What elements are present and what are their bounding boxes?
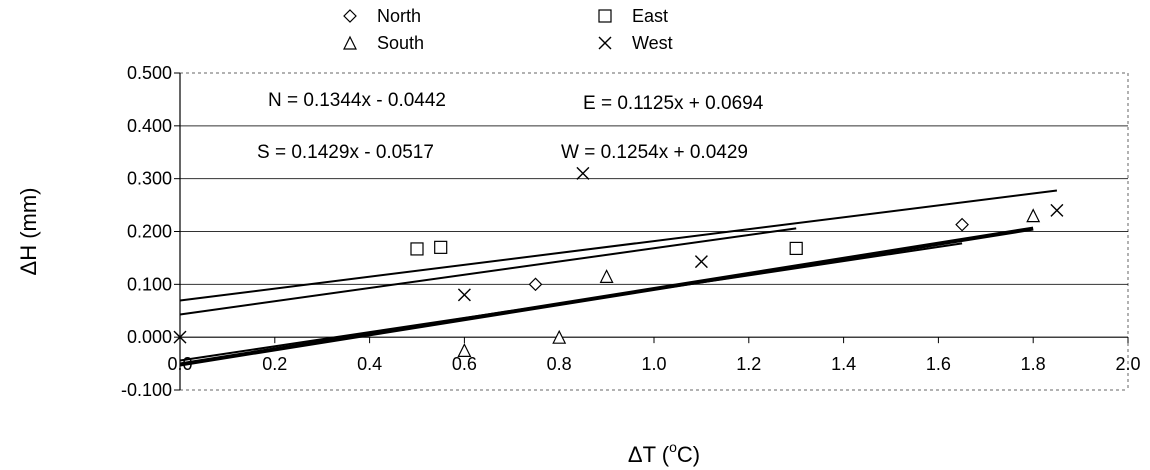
- point-east: [789, 241, 803, 256]
- legend-label-north: North: [377, 6, 421, 26]
- point-south: [552, 329, 567, 344]
- legend-item-west: West: [598, 33, 673, 53]
- y-tick-label: 0.300: [127, 169, 172, 189]
- point-north: [955, 217, 969, 232]
- legend: North East South West: [343, 6, 673, 53]
- equation-label: S = 0.1429x - 0.0517: [257, 142, 434, 163]
- x-tick-label: 1.8: [1021, 354, 1046, 374]
- point-south: [1026, 208, 1041, 223]
- trend-lines: [179, 189, 1058, 367]
- point-west-stroke-b: [694, 255, 708, 269]
- x-axis-title-base: ΔT (: [628, 442, 670, 467]
- point-west: [173, 330, 187, 344]
- point-west: [1050, 203, 1064, 217]
- gridlines: [180, 72, 1129, 391]
- equation-label: N = 0.1344x - 0.0442: [268, 90, 446, 111]
- x-tick-label: 0.2: [262, 354, 287, 374]
- point-west-stroke-b: [576, 166, 590, 180]
- equation-label: E = 0.1125x + 0.0694: [583, 93, 764, 114]
- x-axis-title-superscript: o: [669, 439, 677, 455]
- legend-marker-south: [343, 35, 357, 50]
- point-west-stroke-b: [173, 330, 187, 344]
- point-west-stroke-b: [457, 288, 471, 302]
- x-tick-label: 0.4: [357, 354, 382, 374]
- y-axis-title: ΔH (mm): [16, 188, 41, 276]
- legend-marker-north: [343, 9, 357, 23]
- legend-marker-west-stroke-b: [598, 36, 612, 50]
- legend-item-south: South: [343, 33, 424, 53]
- point-south: [599, 269, 614, 284]
- point-east: [410, 242, 424, 256]
- point-north: [528, 277, 543, 292]
- y-tick-label: 0.500: [127, 63, 172, 83]
- trend-line-east: [179, 189, 1058, 302]
- point-east: [434, 240, 448, 254]
- x-tick-label: 1.2: [736, 354, 761, 374]
- x-tick-label: 1.4: [831, 354, 856, 374]
- legend-item-north: North: [343, 6, 421, 26]
- legend-label-west: West: [632, 33, 673, 53]
- trend-line-west: [179, 227, 797, 316]
- x-axis-title-tail: C): [677, 442, 700, 467]
- legend-marker-west: [598, 36, 612, 50]
- y-tick-label: -0.100: [121, 380, 172, 400]
- trend-line-south: [179, 226, 1034, 367]
- x-tick-label: 1.6: [926, 354, 951, 374]
- point-west: [457, 288, 471, 302]
- x-axis-title: ΔT (oC): [628, 439, 700, 467]
- data-points: [173, 166, 1064, 357]
- point-west: [694, 255, 708, 269]
- point-west-stroke-b: [1050, 203, 1064, 217]
- equation-annotations: N = 0.1344x - 0.0442 E = 0.1125x + 0.0694…: [257, 90, 764, 163]
- x-tick-label: 0.6: [452, 354, 477, 374]
- legend-label-south: South: [377, 33, 424, 53]
- point-south: [457, 343, 472, 357]
- y-tick-label: 0.200: [127, 222, 172, 242]
- legend-item-east: East: [598, 6, 668, 26]
- x-tick-label: 1.0: [641, 354, 666, 374]
- legend-marker-east: [598, 9, 612, 23]
- equation-label: W = 0.1254x + 0.0429: [561, 142, 748, 163]
- x-tick-labels: 0.0 0.2 0.4 0.6 0.8 1.0 1.2 1.4 1.6 1.8 2.0: [167, 354, 1140, 374]
- y-tick-label: 0.100: [127, 274, 172, 294]
- y-tick-labels: 0.500 0.400 0.300 0.200 0.100 0.000 -0.100: [121, 63, 172, 400]
- legend-label-east: East: [632, 6, 668, 26]
- y-tick-label: 0.000: [127, 327, 172, 347]
- x-tick-label: 2.0: [1115, 354, 1140, 374]
- y-tick-label: 0.400: [127, 116, 172, 136]
- x-tick-label: 0.8: [547, 354, 572, 374]
- point-west: [576, 166, 590, 180]
